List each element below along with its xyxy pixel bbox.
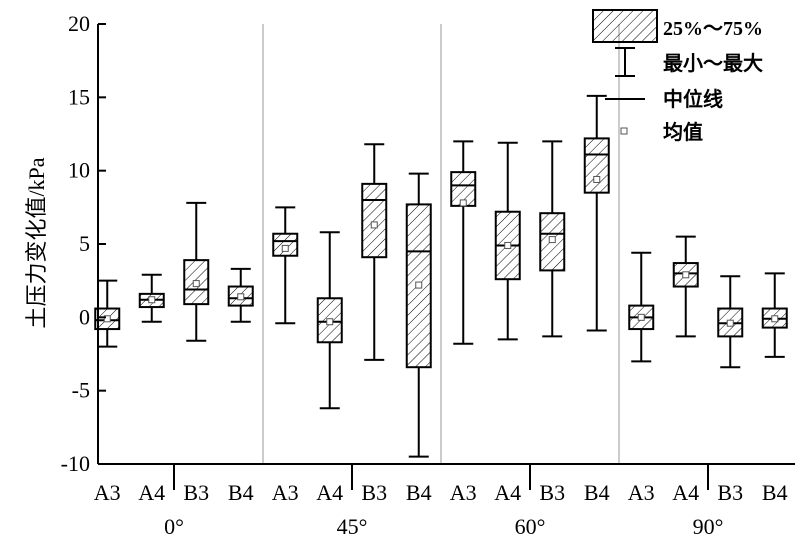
group-label: 60° bbox=[515, 514, 546, 539]
box-mean bbox=[637, 313, 645, 321]
box-mean bbox=[237, 293, 245, 301]
y-tick-label: 5 bbox=[79, 231, 90, 256]
x-category-label: A4 bbox=[494, 480, 521, 505]
x-category-label: B4 bbox=[762, 480, 788, 505]
y-tick-label: 15 bbox=[68, 84, 90, 109]
x-category-label: B3 bbox=[361, 480, 387, 505]
box-quartile bbox=[272, 232, 299, 257]
legend-entry-mean: 均值 bbox=[663, 120, 703, 144]
y-axis-label: 土压力变化值/kPa bbox=[24, 157, 49, 328]
x-category-label: B4 bbox=[406, 480, 432, 505]
box-mean bbox=[326, 318, 334, 326]
y-ticks: -10 -5 0 5 10 15 20 bbox=[61, 11, 106, 476]
box-mean bbox=[548, 236, 556, 244]
legend-mean-swatch bbox=[620, 127, 628, 135]
box-quartile bbox=[361, 182, 388, 259]
legend-box-swatch bbox=[592, 9, 658, 43]
legend-entry-quartile: 25%～75% bbox=[663, 18, 763, 40]
x-ticks: 0° A3 A4 B3 B4 45° A3 A4 B3 B4 60° A3 A4 B3 B4 90° A3 A4 B… bbox=[94, 464, 788, 539]
box-quartile bbox=[583, 137, 610, 194]
x-category-label: A3 bbox=[272, 480, 299, 505]
box-mean bbox=[771, 315, 779, 323]
box-mean bbox=[682, 271, 690, 279]
group-label: 90° bbox=[693, 514, 724, 539]
box-mean bbox=[192, 280, 200, 288]
y-tick-label: -5 bbox=[72, 378, 90, 403]
x-category-label: A4 bbox=[138, 480, 165, 505]
x-category-label: A3 bbox=[450, 480, 477, 505]
group-label: 0° bbox=[164, 514, 184, 539]
box-mean bbox=[281, 244, 289, 252]
legend: 25%～75% 最小～最大 中位线 均值 bbox=[592, 9, 763, 144]
legend-entry-median: 中位线 bbox=[663, 87, 723, 111]
box-mean bbox=[370, 221, 378, 229]
x-category-label: A4 bbox=[316, 480, 343, 505]
x-category-label: B4 bbox=[228, 480, 254, 505]
box-mean bbox=[593, 175, 601, 183]
x-category-label: B3 bbox=[717, 480, 743, 505]
x-category-label: A3 bbox=[94, 480, 121, 505]
box-mean bbox=[148, 296, 156, 304]
box-mean bbox=[415, 281, 423, 289]
box-mean bbox=[504, 241, 512, 249]
y-tick-label: -10 bbox=[61, 451, 90, 476]
box-mean bbox=[103, 315, 111, 323]
box-mean bbox=[459, 199, 467, 207]
group-separators bbox=[262, 24, 620, 464]
box-series bbox=[94, 94, 788, 458]
x-category-label: B4 bbox=[584, 480, 610, 505]
box-mean bbox=[726, 319, 734, 327]
x-category-label: A3 bbox=[628, 480, 655, 505]
x-category-label: B3 bbox=[183, 480, 209, 505]
y-tick-label: 20 bbox=[68, 11, 90, 36]
group-label: 45° bbox=[337, 514, 368, 539]
y-tick-label: 0 bbox=[79, 304, 90, 329]
y-tick-label: 10 bbox=[68, 158, 90, 183]
x-category-label: A4 bbox=[672, 480, 699, 505]
x-category-label: B3 bbox=[539, 480, 565, 505]
legend-entry-range: 最小～最大 bbox=[663, 52, 763, 75]
